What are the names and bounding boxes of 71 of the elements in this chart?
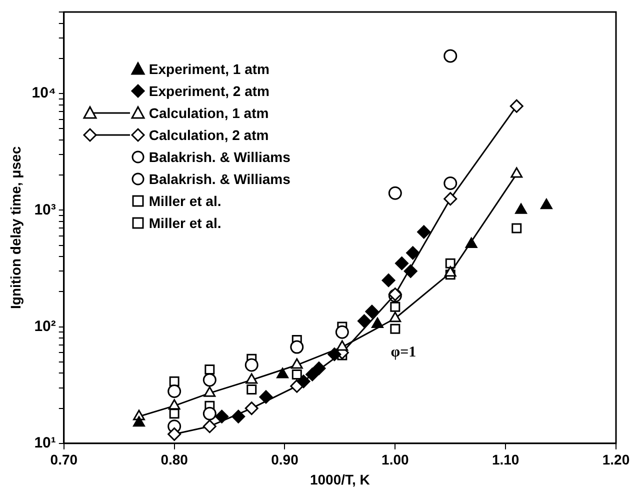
point (202, 420, 216, 434)
point (417, 225, 431, 239)
y-tick-label: 10² (34, 318, 56, 335)
point (444, 266, 456, 277)
x-tick-label: 1.10 (492, 452, 520, 468)
point (395, 256, 409, 270)
point (168, 399, 180, 410)
x-tick-label: 0.80 (160, 452, 188, 468)
legend-label: Experiment, 1 atm (148, 61, 270, 77)
point (259, 390, 273, 404)
point (510, 99, 524, 113)
point (336, 340, 348, 351)
point (444, 176, 458, 190)
x-tick-label: 1.20 (602, 452, 630, 468)
point (444, 49, 458, 63)
point (515, 203, 527, 214)
y-tick-label: 10⁴ (32, 84, 56, 102)
point (204, 386, 216, 397)
point (169, 408, 180, 419)
point (290, 340, 304, 354)
legend-label: Calculation, 1 atm (148, 105, 269, 121)
point (276, 368, 288, 378)
point (292, 369, 302, 380)
point (232, 410, 246, 424)
point (406, 246, 420, 260)
x-axis-title: 1000/T, K (310, 471, 370, 488)
point (388, 186, 402, 200)
y-tick-label: 10³ (34, 201, 56, 218)
point (510, 167, 523, 178)
legend-label: Experiment, 2 atm (148, 83, 270, 99)
point (168, 427, 182, 441)
point (290, 358, 303, 369)
point (390, 324, 400, 334)
legend-label: Miller et al. (148, 193, 222, 209)
x-tick-label: 0.70 (50, 452, 78, 468)
point (540, 198, 552, 210)
point (390, 302, 400, 312)
point (246, 384, 257, 394)
point (444, 192, 458, 206)
point (215, 410, 229, 424)
y-tick-label: 10¹ (34, 434, 56, 452)
point (372, 318, 384, 328)
point (512, 223, 522, 234)
point (357, 314, 371, 328)
point (335, 325, 349, 339)
point (465, 238, 478, 248)
annotation: φ=1 (390, 344, 416, 361)
x-tick-label: 1.00 (382, 452, 409, 468)
legend-label: Miller et al. (148, 215, 222, 231)
point (328, 348, 342, 362)
x-tick-label: 0.90 (271, 452, 299, 468)
point (312, 362, 326, 376)
point (389, 312, 402, 322)
point (244, 358, 258, 372)
point (202, 373, 216, 387)
point (246, 373, 258, 384)
point (382, 274, 396, 288)
point (202, 406, 216, 420)
legend-label: Balakrish. & Williams (148, 171, 290, 187)
legend-label: Calculation, 2 atm (148, 127, 269, 143)
point (244, 402, 258, 416)
point (168, 384, 182, 398)
point (133, 416, 145, 427)
point (306, 368, 320, 382)
legend-label: Balakrish. & Williams (148, 149, 290, 165)
y-axis-title: Ignition delay time, μsec (7, 146, 24, 310)
point (445, 258, 456, 268)
point (404, 264, 418, 278)
point (365, 304, 379, 318)
point (296, 374, 310, 388)
point (204, 364, 215, 375)
